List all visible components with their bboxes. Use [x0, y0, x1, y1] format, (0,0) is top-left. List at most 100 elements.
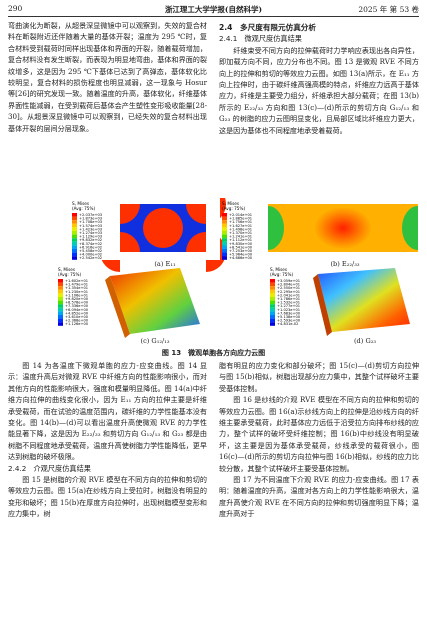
volume: 2025 年 第 53 卷	[358, 5, 419, 14]
legend-swatch	[72, 213, 77, 217]
panel-c-image	[105, 268, 200, 338]
legend-swatch	[72, 252, 77, 257]
legend-value: +1.370e+01	[229, 231, 252, 235]
legend-value: +9.832e+02	[79, 238, 102, 242]
legend-title: S, Mises	[222, 201, 239, 206]
right-bottom: 脂有明显的应力变化和部分破坏；图 15(c)—(d)剪切方向拉伸与图 15(b)…	[219, 360, 419, 520]
legend-swatch	[72, 220, 77, 224]
legend-value: +1.786e+01	[277, 297, 300, 301]
legend-value: +1.126e+00	[65, 322, 89, 326]
legend-value: +8.541e+00	[229, 245, 253, 249]
legend-title: S, Mises	[270, 267, 287, 272]
legend-swatch	[58, 304, 63, 308]
legend-swatch	[270, 297, 275, 301]
section-heading: 2.4 多尺度有限元仿真分析	[219, 23, 316, 32]
paragraph: 弯曲演化为断裂，从超景深显微镜中可以观察到，失效的复合材料在断裂附近还伴随着大量…	[8, 21, 207, 133]
legend-value: +1.129e+03	[79, 235, 102, 239]
legend-value: +2.550e+01	[277, 286, 300, 290]
legend-swatch	[222, 252, 227, 257]
legend-value: +2.295e+01	[277, 290, 300, 294]
legend-value: +1.106e+01	[65, 293, 88, 297]
left-bottom: 图 14 为各温度下微观单胞的应力-应变曲线。图 14 显示：温度升高后对微观 …	[8, 360, 207, 520]
legend-value: +8.374e+02	[79, 242, 102, 246]
legend-swatch	[270, 300, 275, 305]
legend-swatch	[270, 311, 275, 315]
legend-swatch	[222, 249, 227, 253]
panel-label: (d) G₂₃	[353, 337, 377, 345]
legend-swatch	[270, 279, 275, 283]
legend-swatch	[72, 256, 77, 260]
legend-swatch	[270, 282, 275, 287]
legend-swatch	[58, 286, 63, 290]
legend-avg: (Avg: 75%)	[270, 272, 293, 277]
legend-value: +4.000e+02	[79, 253, 102, 257]
legend-swatch	[72, 241, 77, 246]
legend-value: +1.423e+03	[79, 227, 102, 231]
legend-value: +1.230e+01	[65, 290, 88, 294]
subsection-heading: 2.4.2 介观尺度仿真结果	[8, 463, 91, 473]
legend-swatch	[270, 293, 275, 297]
left-top: 弯曲演化为断裂，从超景深显微镜中可以观察到，失效的复合材料在断裂附近还伴随着大量…	[8, 20, 207, 134]
legend-avg: (Avg: 75%)	[72, 206, 95, 211]
panel-b-image	[250, 198, 427, 258]
panel-label: (b) E₂₂/₃₃	[330, 260, 360, 268]
legend-swatch	[222, 245, 227, 249]
legend-value: +1.602e+01	[65, 279, 88, 283]
panel-label: (c) G₁₂/₁₃	[140, 337, 170, 345]
legend-swatch	[222, 256, 227, 260]
legend-swatch	[72, 223, 77, 228]
panel-d-image	[313, 268, 410, 336]
journal: 浙江理工大学学报(自然科学)	[164, 5, 263, 14]
legend-value: +2.041e+01	[277, 293, 300, 297]
legend-swatch	[58, 282, 63, 287]
legend-value: +1.354e+01	[65, 286, 88, 290]
legend-swatch	[58, 279, 63, 283]
legend-swatch	[222, 223, 227, 228]
figure: S, Mises(Avg: 75%)+2.037e+03+1.873e+03+1…	[58, 198, 427, 338]
legend-value: +6.094e+00	[65, 308, 89, 312]
panel-a-image	[98, 198, 226, 272]
legend-swatch	[270, 289, 275, 294]
legend-swatch	[222, 213, 227, 217]
legend-swatch	[222, 241, 227, 246]
legend-value: +1.532e+01	[277, 301, 300, 305]
legend-value: +2.037e+03	[79, 213, 102, 217]
legend-value: +7.683e+00	[277, 311, 301, 315]
legend-swatch	[58, 293, 63, 297]
legend-swatch	[58, 289, 63, 294]
legend-value: +5.964e+00	[229, 253, 253, 257]
paragraph: 图 17 为不同温度下介观 RVE 的应力-应变曲线。图 17 表明：随着温度的…	[219, 475, 419, 519]
legend-swatch	[58, 297, 63, 301]
legend-value: +2.368e+00	[65, 319, 89, 323]
figure-caption: 图 13 微观单胞各方向应力云图	[161, 349, 266, 357]
legend-avg: (Avg: 75%)	[58, 272, 81, 277]
legend-swatch	[72, 234, 77, 239]
legend-value: +9.820e+00	[65, 297, 89, 301]
legend-swatch	[270, 318, 275, 323]
legend-swatch	[72, 231, 77, 235]
legend-swatch	[72, 249, 77, 253]
paragraph: 图 16 是纱线的介观 RVE 模型在不同方向的拉伸和剪切的等效应力云图。图 1…	[219, 395, 419, 473]
legend-swatch	[222, 227, 227, 231]
legend-value: +3.059e+01	[277, 279, 300, 283]
legend-swatch	[270, 322, 275, 326]
legend-value: +1.708e+03	[79, 220, 102, 224]
legend-value: +1.479e+01	[65, 283, 88, 287]
legend-swatch	[72, 238, 77, 242]
right-top: 2.4 多尺度有限元仿真分析 2.4.1 微观尺度仿真结果 纤维束受不同方向的拉…	[219, 20, 419, 136]
legend-swatch	[58, 322, 63, 326]
page-number: 290	[8, 4, 23, 13]
legend-value: +4.831e-02	[277, 322, 298, 326]
legend-value: +1.277e+01	[277, 304, 300, 308]
paragraph: 图 14 为各温度下微观单胞的应力-应变曲线。图 14 显示：温度升高后对微观 …	[8, 361, 207, 462]
legend-value: +2.804e+01	[277, 283, 300, 287]
legend-value: +5.458e+02	[79, 249, 102, 253]
legend-value: +1.873e+03	[79, 217, 102, 221]
legend-swatch	[72, 227, 77, 231]
legend-value: +1.574e+03	[79, 224, 102, 228]
legend-value: +1.241e+01	[229, 235, 252, 239]
legend-swatch	[222, 231, 227, 235]
legend-swatch	[72, 216, 77, 221]
legend-value: +2.593e+00	[277, 319, 301, 323]
legend-value: +1.756e+01	[229, 220, 252, 224]
